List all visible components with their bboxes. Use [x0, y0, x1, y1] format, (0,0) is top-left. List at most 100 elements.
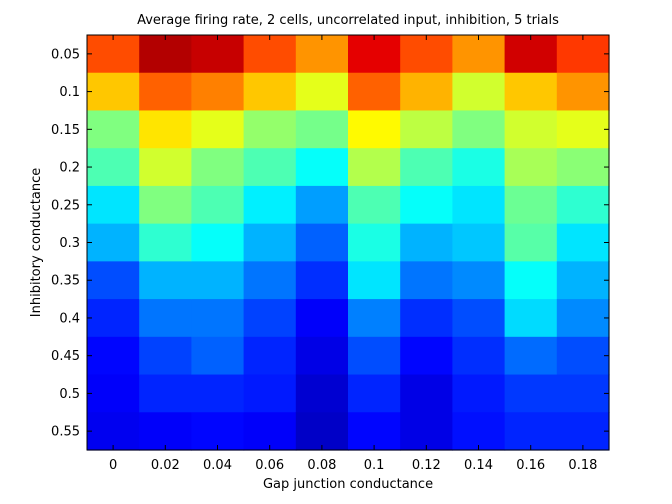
heatmap-cell: [504, 412, 558, 451]
x-tick-label: 0.12: [412, 458, 441, 473]
heatmap-cell: [139, 374, 192, 413]
tick-marks: [87, 35, 609, 450]
y-tick-label: 0.4: [59, 311, 80, 326]
y-tick-label: 0.5: [59, 387, 80, 402]
heatmap-cell: [87, 185, 140, 225]
y-tick-label: 0.3: [59, 236, 80, 251]
heatmap-cell: [452, 110, 506, 149]
x-tick-label: 0.16: [516, 458, 545, 473]
heatmap-cell: [295, 412, 349, 451]
heatmap-cell: [348, 110, 401, 149]
heatmap-cell: [139, 299, 192, 338]
heatmap-cell: [348, 185, 401, 225]
x-tick-label: 0.02: [151, 458, 180, 473]
heatmap-cell: [348, 72, 401, 112]
heatmap-cell: [452, 35, 506, 74]
heatmap-cell: [243, 412, 297, 451]
heatmap-cell: [191, 110, 245, 149]
heatmap-cell: [556, 72, 610, 112]
heatmap-cell: [400, 336, 453, 376]
y-tick-label: 0.35: [51, 274, 80, 289]
heatmap-cell: [504, 148, 558, 187]
heatmap-cell: [87, 299, 140, 338]
heatmap-cell: [295, 336, 349, 376]
heatmap-cell: [295, 148, 349, 187]
heatmap-cell: [139, 261, 192, 300]
heatmap-cell: [87, 374, 140, 413]
y-tick-label: 0.25: [51, 198, 80, 213]
heatmap-cell: [243, 299, 297, 338]
y-tick-label: 0.2: [59, 161, 80, 176]
heatmap-cell: [139, 72, 192, 112]
y-tick-label: 0.15: [51, 123, 80, 138]
y-axis-label: Inhibitory conductance: [29, 168, 44, 317]
heatmap-cell: [87, 261, 140, 300]
heatmap-cell: [556, 374, 610, 413]
heatmap-cell: [348, 374, 401, 413]
heatmap-cell: [295, 72, 349, 112]
x-tick-labels: 0 0.02 0.04 0.06 0.08 0.1 0.12 0.14 0.16 0.18: [109, 458, 597, 473]
heatmap-cell: [400, 110, 453, 149]
x-tick-label: 0.04: [203, 458, 232, 473]
heatmap-cell: [400, 148, 453, 187]
y-tick-labels: 0.05 0.1 0.15 0.2 0.25 0.3 0.35 0.4 0.45 0.5 0.55: [51, 47, 80, 439]
y-tick-label: 0.1: [59, 85, 80, 100]
x-tick-label: 0.08: [307, 458, 336, 473]
heatmap-cell: [452, 299, 506, 338]
heatmap-cell: [191, 374, 245, 413]
heatmap-cell: [87, 336, 140, 376]
x-axis-label: Gap junction conductance: [263, 477, 433, 492]
heatmap-cell: [556, 261, 610, 300]
y-tick-label: 0.55: [51, 425, 80, 440]
heatmap-cell: [556, 412, 610, 451]
x-tick-label: 0: [109, 458, 117, 473]
heatmap-cell: [295, 35, 349, 74]
heatmap-cell: [295, 261, 349, 300]
heatmap-cell: [452, 223, 506, 262]
heatmap-cell: [139, 110, 192, 149]
heatmap-cell: [504, 299, 558, 338]
heatmap-cell: [504, 261, 558, 300]
x-tick-label: 0.06: [255, 458, 284, 473]
heatmap-cell: [295, 299, 349, 338]
heatmap-cell: [139, 412, 192, 451]
heatmap-cell: [400, 185, 453, 225]
heatmap-cell: [556, 110, 610, 149]
heatmap-cell: [243, 374, 297, 413]
heatmap-cell: [243, 110, 297, 149]
heatmap-cell: [504, 110, 558, 149]
heatmap-cell: [191, 261, 245, 300]
heatmap-cell: [243, 336, 297, 376]
heatmap-cell: [400, 35, 453, 74]
heatmap-cell: [504, 185, 558, 225]
heatmap-cell: [348, 148, 401, 187]
x-tick-label: 0.18: [568, 458, 597, 473]
heatmap-cell: [191, 223, 245, 262]
heatmap-cell: [348, 336, 401, 376]
heatmap-cell: [400, 374, 453, 413]
heatmap-cell: [400, 261, 453, 300]
heatmap-cell: [400, 223, 453, 262]
heatmap-cell: [191, 412, 245, 451]
heatmap-cell: [295, 110, 349, 149]
heatmap-cell: [348, 412, 401, 451]
heatmap-cell: [243, 35, 297, 74]
heatmap-cell: [348, 223, 401, 262]
heatmap-cell: [87, 72, 140, 112]
heatmap-cell: [139, 35, 192, 74]
heatmap-cell: [556, 299, 610, 338]
heatmap-cell: [556, 336, 610, 376]
heatmap-cell: [191, 336, 245, 376]
heatmap-cell: [295, 185, 349, 225]
heatmap-cell: [504, 72, 558, 112]
heatmap-cell: [243, 185, 297, 225]
heatmap-cell: [243, 223, 297, 262]
heatmap-cell: [191, 299, 245, 338]
y-tick-label: 0.05: [51, 47, 80, 62]
heatmap-cell: [191, 185, 245, 225]
heatmap-cell: [348, 299, 401, 338]
heatmap-cell: [556, 223, 610, 262]
heatmap-cell: [87, 35, 140, 74]
heatmap-cell: [452, 374, 506, 413]
